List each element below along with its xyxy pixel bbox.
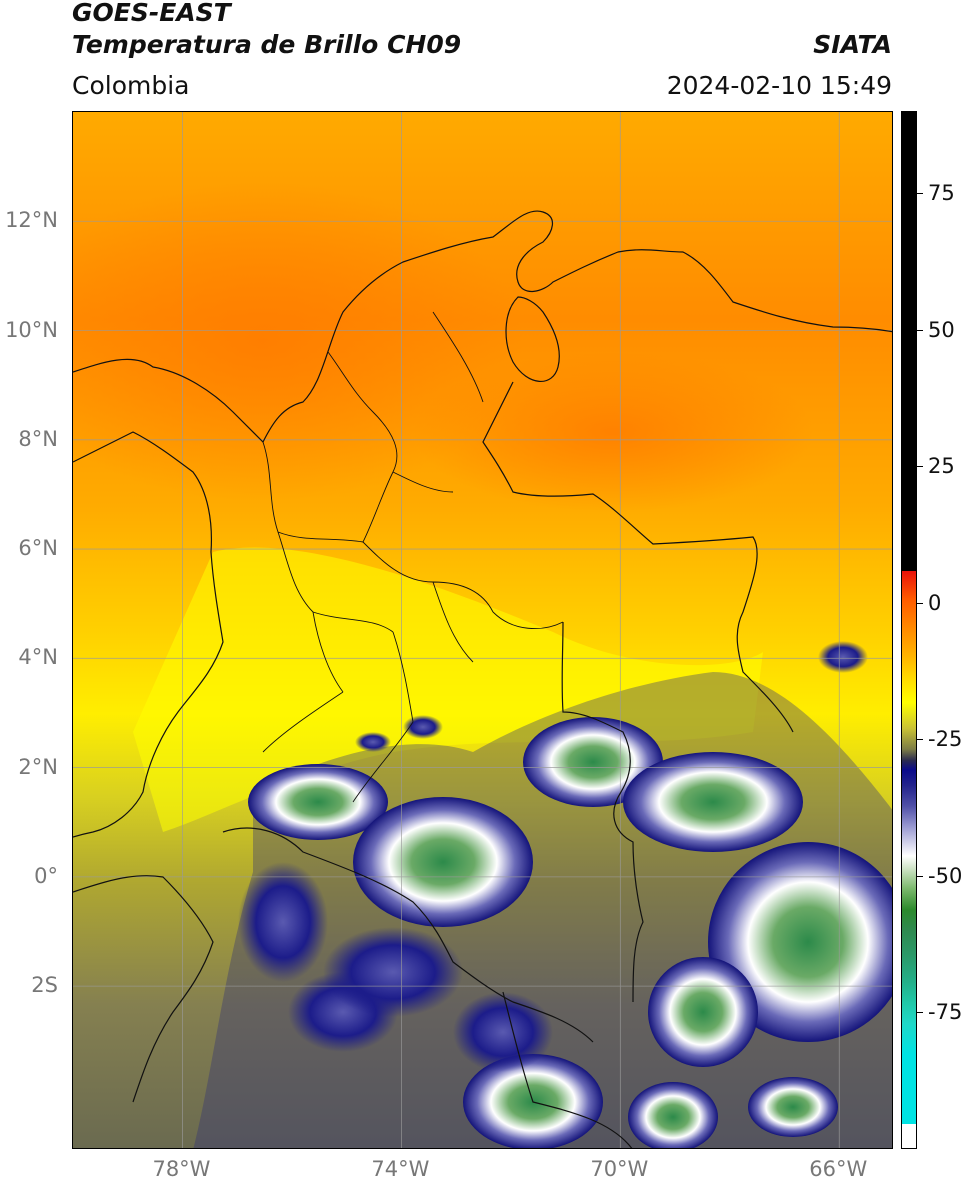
cloud-cluster <box>818 641 868 673</box>
pacific-coastline <box>73 431 224 838</box>
warm-area <box>73 182 523 502</box>
colorbar-tick-label: -25 <box>928 727 963 752</box>
satellite-map[interactable] <box>72 111 893 1149</box>
peru-brazil-border <box>502 991 633 1148</box>
colorbar-tick-label: 25 <box>928 454 955 479</box>
latitude-label: 0° <box>34 863 58 888</box>
cloud-cluster <box>623 752 803 852</box>
colorbar-tick-label: 50 <box>928 317 955 342</box>
colorbar-tick <box>917 739 923 741</box>
latitude-label: 12°N <box>5 208 58 233</box>
yellow-land-band <box>133 547 763 832</box>
colorbar-tick <box>917 466 923 468</box>
colorbar-tick <box>917 329 923 331</box>
cloud-cluster <box>648 957 758 1067</box>
colorbar-tick-label: -50 <box>928 863 963 888</box>
maracaibo-lake <box>505 296 560 382</box>
ecuador-peru-border <box>73 875 214 1103</box>
colorbar-tick <box>917 1012 923 1014</box>
cloud-cluster <box>353 797 533 927</box>
colombia-venezuela-border <box>482 381 794 733</box>
cloud-cluster <box>628 1082 718 1148</box>
organization-label: SIATA <box>813 30 892 59</box>
colorbar-tick-label: 75 <box>928 180 955 205</box>
colorbar-tick-label: -75 <box>928 1000 963 1025</box>
cloud-cluster <box>523 717 663 807</box>
colombia-brazil-border <box>561 621 644 1003</box>
cloud-cluster <box>248 764 388 840</box>
caribbean-coastline <box>73 210 892 444</box>
longitude-label: 70°W <box>590 1157 649 1181</box>
timestamp-label: 2024-02-10 15:49 <box>666 71 892 100</box>
colorbar-tick <box>917 875 923 877</box>
department-boundaries <box>262 311 564 803</box>
colorbar-tick <box>917 602 923 604</box>
brightness-temperature-image <box>73 112 892 1148</box>
latitude-label: 10°N <box>5 317 58 342</box>
latitude-label: 4°N <box>18 645 58 670</box>
cloud-cluster <box>748 1077 838 1137</box>
cloud-cluster <box>238 862 328 982</box>
latitude-label: 2S <box>31 973 58 998</box>
boundaries <box>73 210 892 1148</box>
colorbar <box>901 111 917 1149</box>
longitude-label: 74°W <box>371 1157 430 1181</box>
graticule <box>73 112 892 1148</box>
longitude-label: 66°W <box>809 1157 868 1181</box>
region-label: Colombia <box>72 71 190 100</box>
title-line-2: Temperatura de Brillo CH09 <box>72 30 462 59</box>
latitude-label: 2°N <box>18 754 58 779</box>
colorbar-tick <box>917 192 923 194</box>
cloud-cluster <box>453 992 553 1072</box>
title-line-1: GOES-EAST <box>72 0 231 27</box>
cloud-cluster <box>403 715 443 739</box>
colorbar-tick-label: 0 <box>928 590 942 615</box>
latitude-label: 6°N <box>18 536 58 561</box>
latitude-label: 8°N <box>18 426 58 451</box>
cloud-cluster <box>355 732 391 752</box>
colombia-peru-ecuador-border <box>222 827 594 1043</box>
warm-area <box>413 352 813 512</box>
longitude-label: 78°W <box>152 1157 211 1181</box>
cloud-cluster <box>323 927 463 1017</box>
